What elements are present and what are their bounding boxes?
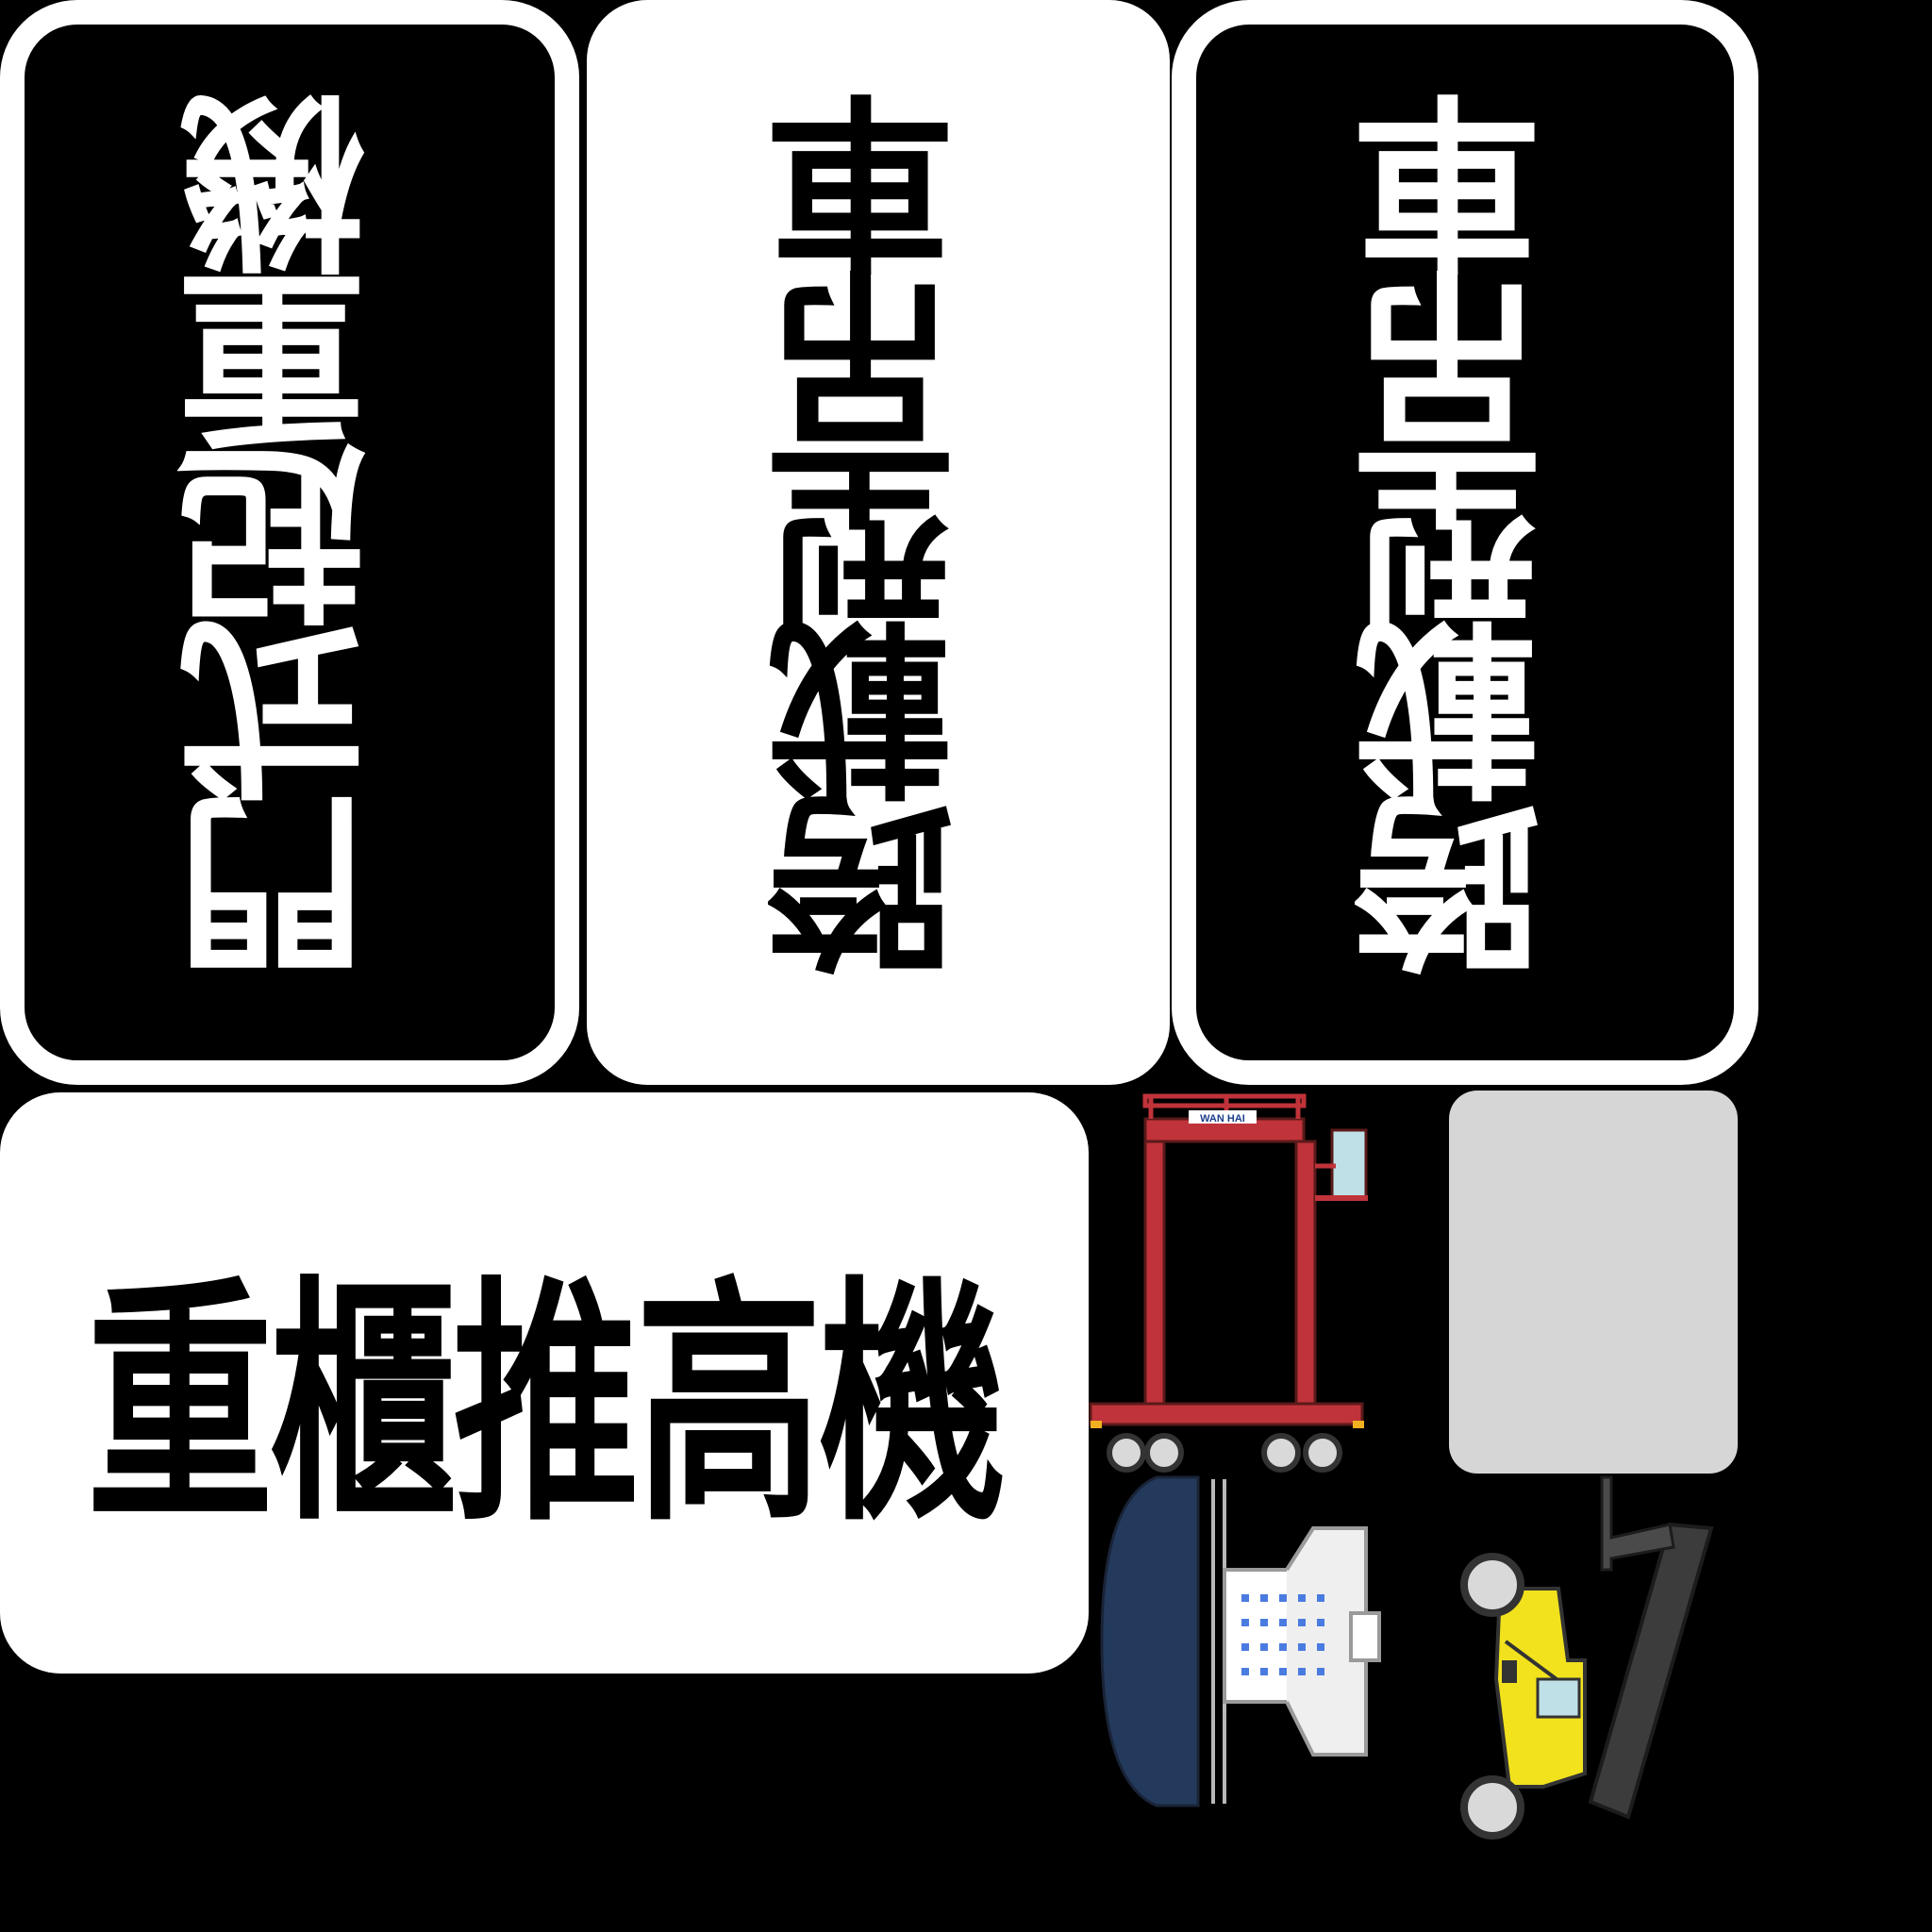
card-gantry-crane-label: 門式起重機 [179,104,399,981]
card-straddle-carrier-light-label: 跨載型吊車 [768,104,988,981]
card-gantry-crane[interactable]: 門式起重機 [0,0,579,1085]
card-straddle-carrier-light[interactable]: 跨載型吊車 [587,0,1170,1085]
placeholder-card [1449,1091,1738,1474]
card-reach-stacker-label: 重櫃推高機 [87,1255,1006,1556]
crane-brand: WAN HAI [1200,1113,1245,1124]
card-straddle-carrier-dark[interactable]: 跨載型吊車 [1172,0,1758,1085]
card-reach-stacker[interactable]: 重櫃推高機 [0,1092,1089,1674]
straddle-carrier-icon [1100,1475,1381,1807]
reach-stacker-icon [1460,1475,1714,1840]
gantry-crane-icon: WAN HAI [1089,1093,1368,1473]
card-straddle-carrier-dark-label: 跨載型吊車 [1355,104,1574,981]
